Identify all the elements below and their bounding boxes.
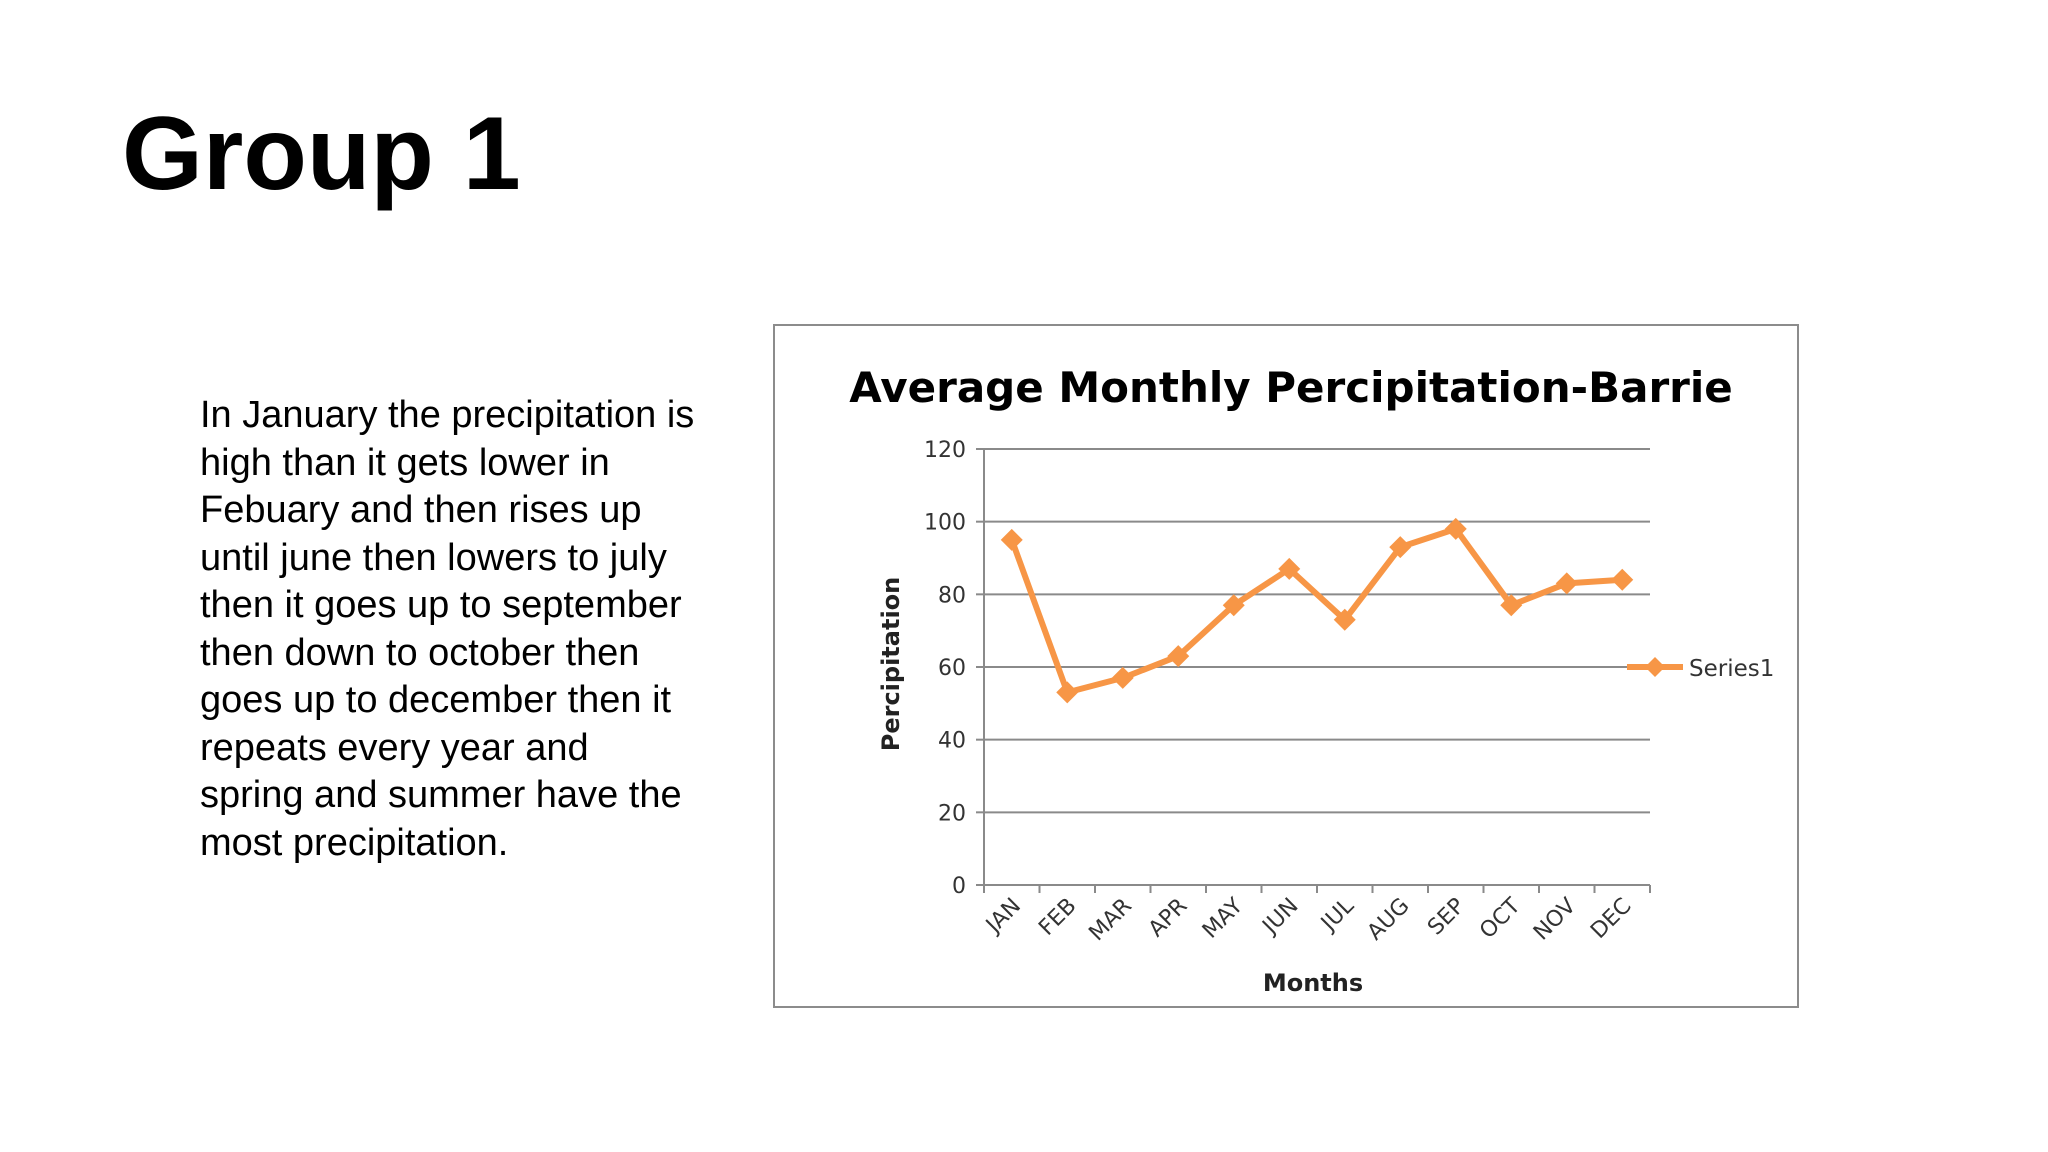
x-tick-label-nov: NOV — [1529, 894, 1581, 946]
x-tick-label-aug: AUG — [1363, 894, 1415, 946]
legend-label-0: Series1 — [1689, 656, 1774, 682]
x-tick-label-apr: APR — [1144, 894, 1193, 943]
data-point-sep — [1444, 517, 1467, 540]
body-text: In January the precipitation is high tha… — [200, 394, 695, 864]
x-tick-label-dec: DEC — [1586, 894, 1636, 944]
x-tick-label-jan: JAN — [980, 894, 1026, 940]
chart-frame: Average Monthly Percipitation-Barrie 0 20… — [773, 324, 1799, 1008]
x-tick-label-oct: OCT — [1475, 893, 1526, 944]
y-tick-label-20: 20 — [938, 801, 966, 826]
data-point-feb — [1056, 681, 1079, 704]
x-axis-label: Months — [1263, 969, 1363, 997]
chart-title: Average Monthly Percipitation-Barrie — [849, 363, 1733, 412]
data-point-nov — [1555, 572, 1578, 595]
slide-title: Group 1 — [122, 96, 521, 212]
legend-marker-0 — [1645, 657, 1665, 677]
y-tick-labels: 0 20 40 60 80 100 120 — [924, 438, 966, 899]
precipitation-line-chart: Average Monthly Percipitation-Barrie 0 20… — [849, 363, 1774, 997]
x-tick-label-may: MAY — [1198, 893, 1248, 943]
y-tick-label-40: 40 — [938, 729, 966, 754]
x-tick-label-jun: JUN — [1257, 894, 1304, 941]
y-tick-label-60: 60 — [938, 656, 966, 681]
y-tick-label-100: 100 — [924, 511, 966, 536]
data-point-mar — [1111, 666, 1134, 689]
series-layer — [1000, 517, 1634, 704]
x-tick-labels: JAN FEB MAR APR MAY JUN JUL AUG SEP OCT NOV DEC — [980, 893, 1636, 946]
series-line-series1 — [1008, 525, 1626, 696]
x-tick-label-feb: FEB — [1034, 894, 1081, 941]
y-tick-label-80: 80 — [938, 583, 966, 608]
data-point-jan — [1000, 528, 1023, 551]
data-point-jun — [1278, 557, 1301, 580]
data-point-may — [1222, 594, 1245, 617]
y-tick-label-120: 120 — [924, 438, 966, 463]
data-point-jul — [1333, 608, 1356, 631]
legend: Series1 — [1627, 656, 1774, 682]
axes — [976, 448, 1651, 893]
y-axis-label: Percipitation — [877, 577, 905, 752]
x-tick-label-sep: SEP — [1423, 894, 1470, 941]
data-point-aug — [1389, 536, 1412, 559]
data-point-dec — [1611, 568, 1634, 591]
x-tick-label-mar: MAR — [1084, 894, 1137, 947]
data-point-oct — [1500, 594, 1523, 617]
data-point-apr — [1167, 645, 1190, 668]
gridlines — [984, 448, 1650, 814]
x-tick-label-jul: JUL — [1315, 893, 1359, 937]
y-tick-label-0: 0 — [952, 874, 966, 899]
